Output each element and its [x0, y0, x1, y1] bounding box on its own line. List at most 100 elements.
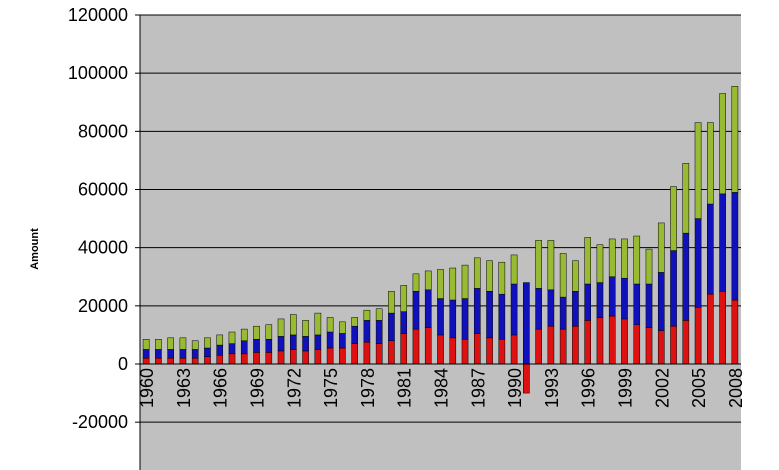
bar-segment: [559, 328, 567, 365]
bar-segment: [437, 334, 444, 365]
x-tick-label: 1966: [211, 368, 231, 408]
bar-segment: [682, 163, 690, 234]
bar-segment: [719, 291, 726, 365]
bar-segment: [670, 325, 677, 365]
bar-segment: [265, 324, 273, 340]
x-tick-label: 1993: [542, 368, 562, 408]
bar-segment: [326, 347, 334, 365]
bar-segment: [608, 315, 616, 365]
bar-segment: [142, 349, 150, 359]
bar-segment: [240, 353, 248, 365]
bar-segment: [191, 340, 199, 350]
bar-segment: [375, 343, 383, 365]
bar-segment: [572, 260, 579, 292]
bar-segment: [731, 86, 739, 193]
x-tick-label: 1984: [432, 368, 452, 408]
bar-segment: [216, 355, 224, 365]
bar-segment: [498, 293, 506, 340]
bar-segment: [339, 321, 346, 334]
x-tick-label: 1972: [284, 368, 304, 408]
bar-segment: [657, 222, 665, 273]
bar-segment: [437, 298, 444, 336]
x-tick-label: 1990: [505, 368, 525, 408]
bar-segment: [510, 283, 518, 336]
bar-segment: [155, 357, 162, 365]
bar-segment: [547, 325, 555, 365]
bar-segment: [155, 349, 162, 359]
bar-segment: [240, 340, 248, 355]
bar-segment: [314, 334, 322, 350]
bar-segment: [204, 356, 211, 365]
bar-segment: [191, 349, 199, 359]
bar-segment: [179, 357, 187, 365]
bar-segment: [253, 339, 260, 353]
y-tick-label: 80000: [78, 121, 128, 141]
bar-segment: [142, 339, 150, 350]
bar-segment: [719, 193, 726, 292]
bar-segment: [694, 218, 702, 308]
bar-segment: [572, 325, 579, 365]
bar-segment: [388, 291, 395, 314]
bar-segment: [326, 331, 334, 349]
bar-segment: [707, 203, 714, 295]
bar-segment: [400, 333, 408, 365]
bar-segment: [473, 257, 481, 289]
bar-segment: [584, 320, 592, 365]
bar-segment: [424, 289, 432, 328]
bar-segment: [339, 347, 346, 365]
bar-segment: [596, 317, 604, 365]
bar-segment: [326, 317, 334, 333]
bar-segment: [596, 244, 604, 283]
x-tick-label: 1960: [137, 368, 157, 408]
bar-segment: [253, 352, 260, 365]
x-tick-label: 1978: [358, 368, 378, 408]
bar-segment: [388, 312, 395, 341]
bar-segment: [707, 293, 714, 365]
bar-segment: [670, 250, 677, 327]
bar-segment: [461, 264, 469, 299]
x-tick-label: 2005: [689, 368, 709, 408]
bar-segment: [302, 350, 309, 365]
bar-segment: [645, 248, 653, 285]
bar-segment: [694, 307, 702, 365]
bar-segment: [388, 340, 395, 365]
bar-segment: [719, 93, 726, 195]
x-tick-label: 1987: [468, 368, 488, 408]
bar-segment: [645, 283, 653, 328]
bar-segment: [682, 320, 690, 365]
bar-segment: [608, 238, 616, 277]
bar-segment: [363, 309, 371, 321]
bar-segment: [302, 320, 309, 337]
bar-segment: [486, 291, 493, 339]
bar-segment: [449, 337, 457, 365]
x-tick-label: 1969: [248, 368, 268, 408]
bar-segment: [302, 336, 309, 352]
y-tick-label: -20000: [72, 412, 128, 432]
bar-segment: [670, 186, 677, 251]
bar-segment: [461, 298, 469, 340]
bar-segment: [228, 343, 236, 355]
bar-segment: [535, 328, 542, 365]
x-tick-label: 1975: [321, 368, 341, 408]
bar-segment: [412, 273, 420, 292]
bar-segment: [314, 349, 322, 365]
bar-segment: [486, 337, 493, 365]
bar-segment: [633, 324, 641, 365]
bar-segment: [473, 333, 481, 365]
bar-segment: [437, 269, 444, 299]
bar-segment: [363, 320, 371, 343]
bar-segment: [633, 235, 641, 285]
bar-segment: [204, 347, 211, 357]
bar-segment: [412, 291, 420, 330]
bar-segment: [657, 330, 665, 365]
bar-segment: [216, 334, 224, 346]
x-tick-label: 1981: [395, 368, 415, 408]
bar-segment: [191, 357, 199, 365]
bar-segment: [510, 254, 518, 285]
y-tick-label: 60000: [78, 180, 128, 200]
bar-segment: [424, 270, 432, 291]
bar-segment: [584, 283, 592, 321]
bar-segment: [253, 325, 260, 340]
bar-segment: [731, 192, 739, 301]
y-tick-label: 0: [118, 354, 128, 374]
